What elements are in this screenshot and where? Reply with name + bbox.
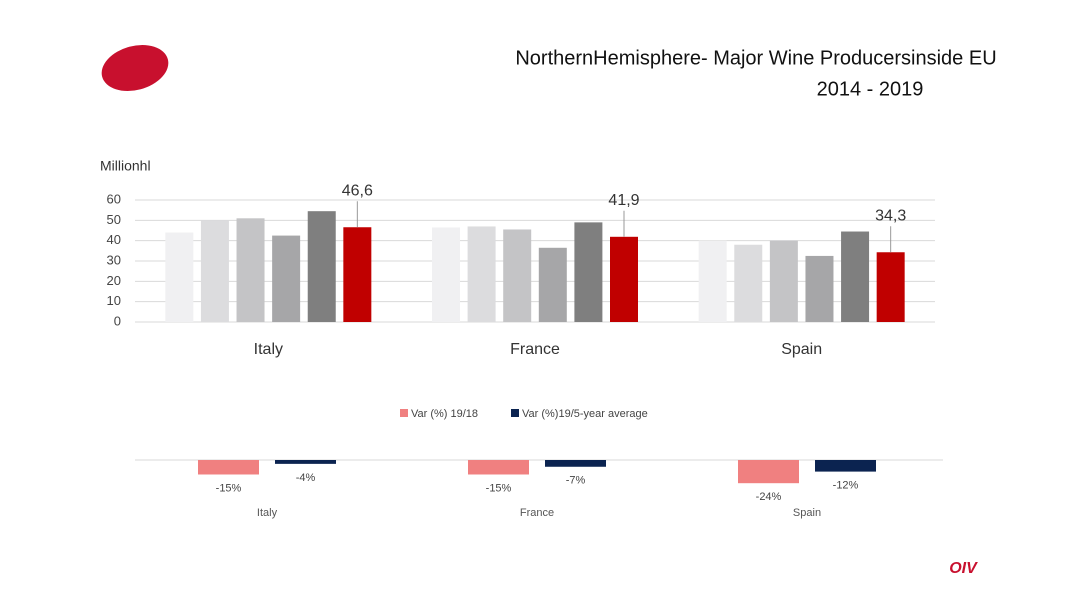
bar <box>467 226 496 322</box>
data-label: -24% <box>756 491 782 503</box>
x-tick-label: Italy <box>257 507 278 519</box>
y-tick-label: 60 <box>107 191 121 206</box>
bar <box>200 220 229 322</box>
bar <box>307 211 336 322</box>
bar <box>538 247 567 322</box>
data-label: 46,6 <box>342 182 373 199</box>
x-tick-label: Spain <box>781 341 822 358</box>
y-tick-label: 0 <box>114 313 121 328</box>
x-tick-label: Italy <box>254 341 283 358</box>
bar <box>165 232 194 322</box>
bar <box>574 222 603 322</box>
y-tick-label: 10 <box>107 293 121 308</box>
y-tick-label: 30 <box>107 252 121 267</box>
data-label: -12% <box>833 480 859 492</box>
bar <box>275 460 336 464</box>
legend-label: Var (%)19/5-year average <box>522 408 648 420</box>
legend-swatch <box>400 409 408 417</box>
bar <box>769 240 798 322</box>
bar <box>841 231 870 322</box>
x-tick-label: France <box>510 341 560 358</box>
bar <box>545 460 606 467</box>
data-label: -7% <box>566 475 586 487</box>
data-label: -15% <box>486 482 512 494</box>
bar <box>272 235 301 322</box>
data-label: -4% <box>296 472 316 484</box>
bar <box>468 460 529 475</box>
data-label: 34,3 <box>875 207 906 224</box>
bar <box>343 227 372 322</box>
bar <box>236 218 265 322</box>
legend-label: Var (%) 19/18 <box>411 408 478 420</box>
bar <box>876 252 905 322</box>
y-tick-label: 20 <box>107 273 121 288</box>
y-tick-label: 50 <box>107 212 121 227</box>
slide-title: NorthernHemisphere- Major Wine Producers… <box>515 47 996 69</box>
x-tick-label: France <box>520 507 554 519</box>
bar <box>734 244 763 322</box>
data-label: -15% <box>216 482 242 494</box>
legend-swatch <box>511 409 519 417</box>
y-axis-label: Millionhl <box>100 158 151 174</box>
bar <box>805 255 834 322</box>
logo-shape <box>101 44 169 92</box>
y-tick-label: 40 <box>107 232 121 247</box>
data-label: 41,9 <box>608 192 639 209</box>
bar <box>610 236 638 322</box>
bar <box>815 460 876 472</box>
x-tick-label: Spain <box>793 507 821 519</box>
bar <box>738 460 799 484</box>
bar <box>432 227 460 322</box>
bar <box>503 229 532 322</box>
slide-subtitle: 2014 - 2019 <box>817 78 924 100</box>
bar <box>698 240 727 322</box>
bar <box>198 460 259 475</box>
logo-text: OIV <box>949 560 978 577</box>
